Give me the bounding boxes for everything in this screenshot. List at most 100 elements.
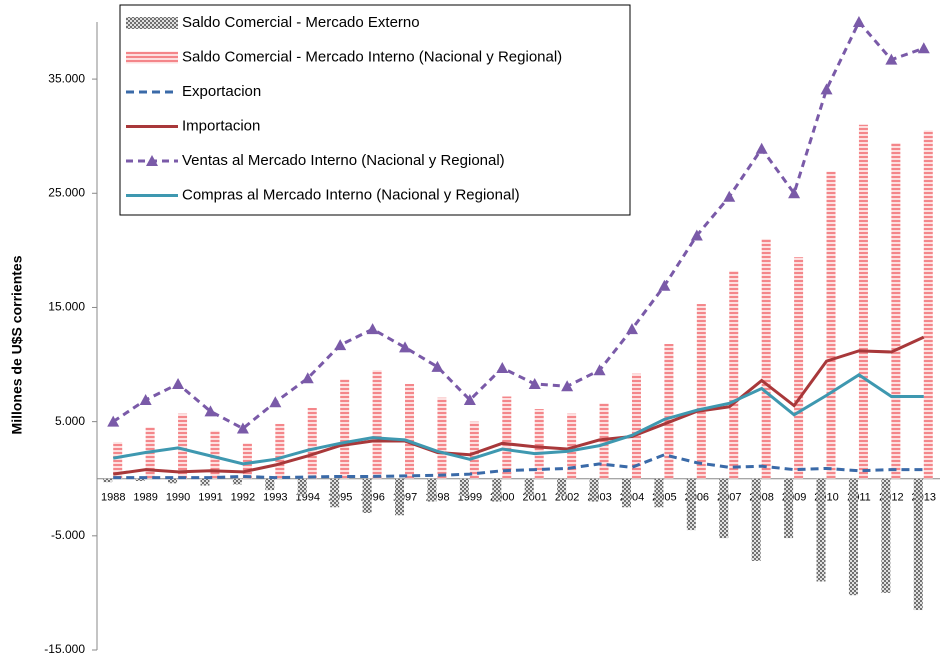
marker (593, 364, 606, 376)
bar (534, 409, 544, 479)
line (113, 453, 924, 480)
x-tick-label: 1990 (166, 492, 190, 504)
bar (654, 478, 664, 508)
marker (107, 415, 120, 427)
marker (172, 377, 185, 389)
x-tick-label: 1988 (101, 492, 125, 504)
marker (917, 42, 930, 54)
bar (395, 478, 405, 516)
bar (557, 478, 567, 496)
bar (113, 442, 123, 479)
y-tick-label: 15.000 (48, 300, 85, 314)
marker (269, 396, 282, 408)
bar (297, 478, 307, 496)
bar (405, 383, 415, 479)
legend-label: Importacion (182, 117, 260, 134)
marker (399, 341, 412, 353)
bar (631, 373, 641, 479)
bar (427, 478, 437, 502)
marker (852, 16, 865, 27)
marker (625, 323, 638, 335)
marker (236, 422, 249, 434)
x-tick-label: 1989 (133, 492, 157, 504)
bar (103, 478, 113, 483)
marker (496, 361, 509, 373)
bar (696, 304, 706, 479)
bar (816, 478, 826, 582)
y-tick-label: 5.000 (55, 414, 85, 428)
marker (528, 377, 541, 389)
x-tick-label: 1991 (198, 492, 222, 504)
bar (891, 143, 901, 479)
legend-swatch (126, 51, 178, 64)
bar (232, 478, 242, 485)
y-tick-label: -5.000 (51, 528, 85, 542)
bar (858, 124, 868, 479)
legend-box (119, 4, 631, 216)
bar (913, 478, 923, 611)
bar (923, 130, 933, 479)
bar (794, 257, 804, 479)
bar (848, 478, 858, 596)
marker (301, 372, 314, 384)
marker (658, 279, 671, 291)
marker (334, 339, 347, 351)
bar (826, 171, 836, 479)
legend: Saldo Comercial - Mercado Externo Saldo C… (119, 4, 631, 216)
bar (307, 407, 317, 479)
y-tick-label: 35.000 (48, 71, 85, 85)
legend-marker (146, 155, 158, 166)
bar (784, 478, 794, 539)
legend-label: Ventas al Mercado Interno (Nacional y Re… (182, 152, 505, 169)
y-tick-label: 25.000 (48, 185, 85, 199)
bar (686, 478, 696, 531)
legend-label: Saldo Comercial - Mercado Interno (Nacio… (182, 48, 562, 65)
bar (729, 270, 739, 479)
marker (204, 405, 217, 417)
marker (139, 393, 152, 405)
bar (330, 478, 340, 508)
marker (463, 393, 476, 405)
bar (265, 478, 275, 491)
line (112, 373, 924, 466)
marker (366, 323, 379, 335)
bar (200, 478, 210, 486)
marker (885, 53, 898, 65)
bar (168, 478, 178, 484)
marker (431, 360, 444, 372)
bar (242, 443, 252, 479)
marker (723, 190, 736, 202)
legend-label: Compras al Mercado Interno (Nacional y R… (182, 186, 520, 203)
marker (755, 142, 768, 154)
bar (621, 478, 631, 508)
legend-label: Saldo Comercial - Mercado Externo (182, 14, 420, 31)
bar (210, 430, 220, 479)
bar (502, 396, 512, 479)
y-tick-label: -15.000 (44, 642, 85, 656)
line (112, 19, 925, 431)
bar (275, 423, 285, 479)
bar (135, 478, 145, 482)
bar (751, 478, 761, 561)
bar (459, 478, 469, 496)
line (113, 335, 925, 476)
bar (524, 478, 534, 496)
bar (340, 379, 350, 479)
bar (589, 478, 599, 502)
bar (599, 403, 609, 479)
x-tick-label: 1992 (231, 492, 255, 504)
bar (362, 478, 372, 513)
legend-swatch (126, 17, 178, 29)
bar (469, 421, 479, 479)
bar (437, 397, 447, 479)
bar (881, 478, 891, 593)
marker (561, 380, 574, 392)
bar (761, 238, 771, 479)
x-tick-label: 1993 (263, 492, 287, 504)
y-axis-label: Millones de U$S corrientes (9, 255, 25, 434)
bar (178, 413, 188, 479)
bar (719, 478, 729, 539)
marker (690, 229, 703, 241)
bar (372, 370, 382, 479)
